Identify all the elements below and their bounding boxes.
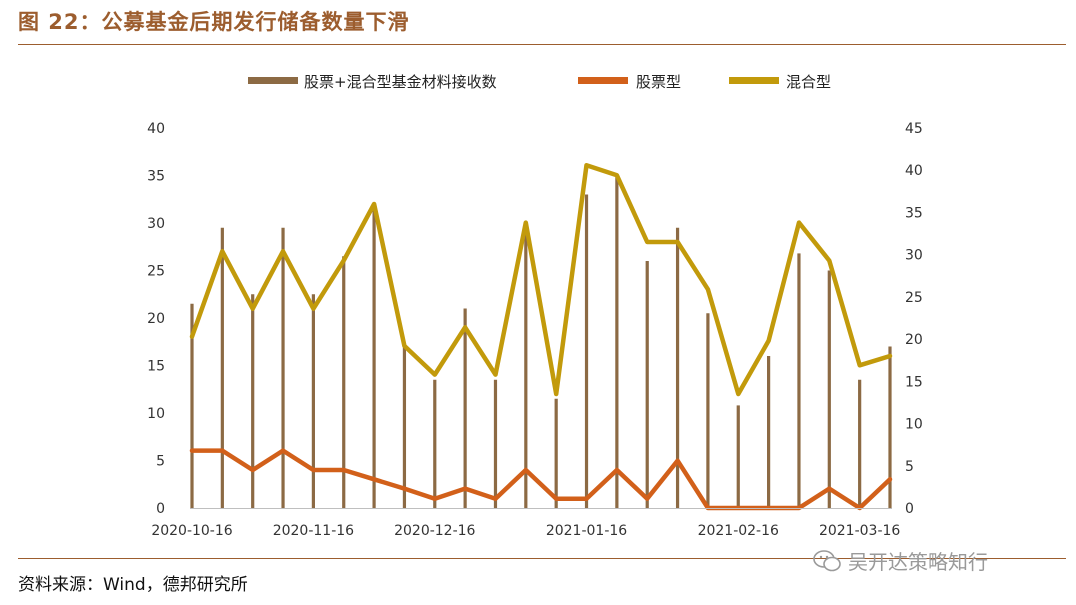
right-tick-label: 0 bbox=[905, 501, 914, 517]
line-series bbox=[189, 162, 893, 511]
watermark-text: 吴开达策略知行 bbox=[848, 550, 988, 574]
bar bbox=[463, 308, 467, 508]
legend-label: 混合型 bbox=[786, 73, 831, 91]
bar bbox=[797, 253, 801, 508]
right-tick-label: 5 bbox=[905, 459, 914, 475]
x-tick-label: 2021-03-16 bbox=[819, 523, 900, 539]
bar bbox=[706, 313, 710, 508]
left-tick-label: 10 bbox=[147, 406, 165, 422]
legend: 股票+混合型基金材料接收数 股票型 混合型 bbox=[248, 73, 831, 91]
legend-label: 股票+混合型基金材料接收数 bbox=[304, 73, 497, 91]
bar bbox=[372, 208, 376, 508]
left-tick-label: 40 bbox=[147, 121, 165, 137]
bar bbox=[888, 346, 892, 508]
left-tick-label: 0 bbox=[156, 501, 165, 517]
right-tick-label: 45 bbox=[905, 121, 923, 137]
right-tick-label: 35 bbox=[905, 205, 923, 221]
x-tick-label: 2020-12-16 bbox=[394, 523, 475, 539]
legend-swatch bbox=[578, 77, 628, 84]
title-divider bbox=[18, 44, 1066, 45]
bar bbox=[251, 294, 255, 508]
bar bbox=[615, 175, 619, 508]
legend-swatch bbox=[729, 77, 779, 84]
bar bbox=[827, 270, 831, 508]
bar bbox=[220, 227, 224, 508]
bar bbox=[524, 223, 528, 508]
right-axis: 0 5 10 15 20 25 30 35 40 45 bbox=[905, 121, 923, 517]
x-tick-label: 2020-10-16 bbox=[151, 523, 232, 539]
right-tick-label: 25 bbox=[905, 290, 923, 306]
bar bbox=[675, 227, 680, 508]
x-tick-label: 2020-11-16 bbox=[273, 523, 354, 539]
bar bbox=[554, 398, 558, 508]
right-tick-label: 15 bbox=[905, 374, 923, 390]
bar bbox=[767, 356, 771, 508]
source-note: 资料来源：Wind，德邦研究所 bbox=[18, 575, 248, 595]
chart: 股票+混合型基金材料接收数 股票型 混合型 0 5 10 15 20 25 30 35 40 0 5 1… bbox=[147, 73, 923, 539]
legend-swatch bbox=[248, 77, 298, 84]
left-tick-label: 5 bbox=[156, 454, 165, 470]
x-tick-label: 2021-02-16 bbox=[698, 523, 779, 539]
bar bbox=[402, 346, 407, 508]
watermark: 吴开达策略知行 bbox=[812, 546, 988, 575]
line-mixed bbox=[189, 162, 893, 397]
bar bbox=[342, 256, 346, 508]
footer-divider bbox=[18, 558, 1066, 559]
right-tick-label: 20 bbox=[905, 332, 923, 348]
legend-label: 股票型 bbox=[636, 73, 681, 91]
x-axis: 2020-10-16 2020-11-16 2020-12-16 2021-01-16… bbox=[151, 508, 900, 539]
bar bbox=[190, 303, 194, 508]
chart-title: 图 22：公募基金后期发行储备数量下滑 bbox=[18, 10, 410, 34]
right-tick-label: 30 bbox=[905, 248, 923, 264]
left-tick-label: 15 bbox=[147, 359, 165, 375]
bar bbox=[736, 405, 740, 508]
bar bbox=[433, 379, 437, 508]
left-tick-label: 20 bbox=[147, 311, 165, 327]
left-axis: 0 5 10 15 20 25 30 35 40 bbox=[147, 121, 165, 517]
bar bbox=[311, 294, 315, 508]
bar-series bbox=[190, 175, 892, 508]
bar bbox=[858, 379, 862, 508]
left-tick-label: 25 bbox=[147, 264, 165, 280]
bar bbox=[645, 261, 649, 508]
right-tick-label: 40 bbox=[905, 163, 923, 179]
wechat-icon bbox=[813, 549, 841, 571]
line-stock bbox=[189, 448, 893, 511]
left-tick-label: 30 bbox=[147, 216, 165, 232]
left-tick-label: 35 bbox=[147, 169, 165, 185]
x-tick-label: 2021-01-16 bbox=[546, 523, 627, 539]
bar bbox=[584, 194, 589, 508]
right-tick-label: 10 bbox=[905, 417, 923, 433]
bar bbox=[493, 379, 498, 508]
bar bbox=[281, 227, 285, 508]
